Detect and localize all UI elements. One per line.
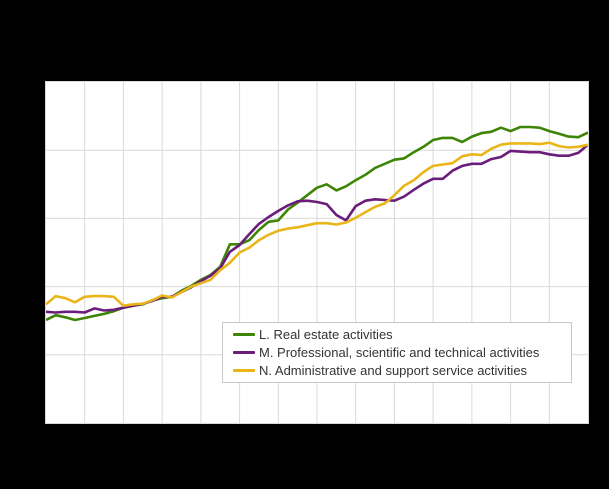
legend-item: N. Administrative and support service ac… — [233, 364, 571, 377]
legend-line-swatch-green — [233, 333, 255, 336]
legend-label: N. Administrative and support service ac… — [259, 363, 528, 378]
legend-item: L. Real estate activities — [233, 328, 571, 341]
legend: L. Real estate activities M. Professiona… — [222, 322, 572, 383]
legend-line-swatch-purple — [233, 351, 255, 354]
legend-line-swatch-yellow — [233, 369, 255, 372]
legend-label: L. Real estate activities — [259, 327, 393, 342]
legend-label: M. Professional, scientific and technica… — [259, 345, 540, 360]
legend-item: M. Professional, scientific and technica… — [233, 346, 571, 359]
